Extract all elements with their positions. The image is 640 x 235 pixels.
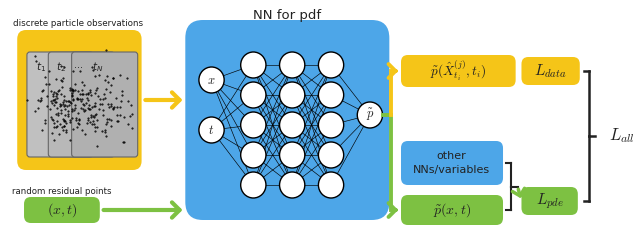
Circle shape — [319, 172, 344, 198]
Text: other
NNs/variables: other NNs/variables — [413, 151, 490, 175]
Circle shape — [241, 172, 266, 198]
FancyBboxPatch shape — [522, 187, 578, 215]
Circle shape — [280, 82, 305, 108]
Text: $L_{all}$: $L_{all}$ — [609, 127, 635, 145]
Circle shape — [280, 52, 305, 78]
Circle shape — [319, 52, 344, 78]
Circle shape — [280, 142, 305, 168]
FancyBboxPatch shape — [17, 30, 141, 170]
Circle shape — [199, 67, 224, 93]
Circle shape — [241, 52, 266, 78]
FancyBboxPatch shape — [48, 52, 115, 157]
Text: $t$: $t$ — [209, 124, 214, 137]
Circle shape — [319, 82, 344, 108]
Text: $t_2$: $t_2$ — [56, 60, 66, 74]
FancyBboxPatch shape — [27, 52, 93, 157]
Text: $\tilde{p}(x,t)$: $\tilde{p}(x,t)$ — [433, 201, 470, 219]
FancyBboxPatch shape — [401, 141, 503, 185]
FancyBboxPatch shape — [72, 52, 138, 157]
FancyBboxPatch shape — [24, 197, 100, 223]
Text: $\tilde{p}(\hat{X}^{(j)}_{t_i}, t_i)$: $\tilde{p}(\hat{X}^{(j)}_{t_i}, t_i)$ — [430, 59, 486, 83]
Circle shape — [280, 172, 305, 198]
FancyBboxPatch shape — [401, 195, 503, 225]
Text: NN for pdf: NN for pdf — [253, 8, 321, 21]
Circle shape — [241, 82, 266, 108]
Circle shape — [357, 102, 383, 128]
Circle shape — [241, 112, 266, 138]
Circle shape — [319, 112, 344, 138]
Text: $L_{pde}$: $L_{pde}$ — [536, 191, 564, 211]
Circle shape — [241, 142, 266, 168]
Text: $(x,t)$: $(x,t)$ — [47, 201, 77, 219]
Text: $L_{data}$: $L_{data}$ — [534, 62, 567, 80]
FancyBboxPatch shape — [522, 57, 580, 85]
Circle shape — [280, 112, 305, 138]
FancyBboxPatch shape — [186, 20, 389, 220]
Text: $t_1$: $t_1$ — [35, 60, 45, 74]
Text: ...: ... — [74, 60, 83, 70]
Text: $t_N$: $t_N$ — [92, 60, 104, 74]
Text: discrete particle observations: discrete particle observations — [13, 19, 143, 27]
Circle shape — [319, 142, 344, 168]
Text: $\tilde{p}$: $\tilde{p}$ — [365, 107, 374, 123]
Text: random residual points: random residual points — [12, 188, 111, 196]
Text: $x$: $x$ — [207, 74, 216, 86]
Circle shape — [199, 117, 224, 143]
FancyBboxPatch shape — [401, 55, 516, 87]
